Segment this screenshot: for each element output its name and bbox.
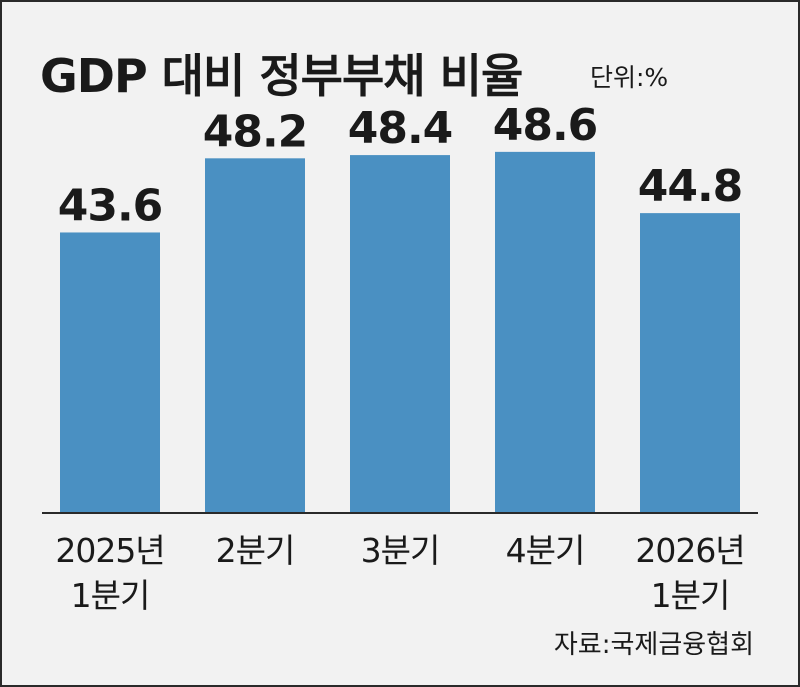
category-label-2: 2분기	[216, 531, 295, 570]
category-label-5: 2026년	[635, 531, 744, 570]
category-label-1: 2025년	[55, 531, 164, 570]
value-label-4: 48.6	[493, 100, 598, 151]
bar-5	[640, 213, 740, 513]
chart-title: GDP 대비 정부부채 비율	[40, 49, 523, 103]
value-label-1: 43.6	[58, 180, 163, 231]
value-label-2: 48.2	[203, 106, 308, 157]
bar-3	[350, 155, 450, 514]
category-label-1-line2: 1분기	[71, 576, 150, 615]
value-label-3: 48.4	[348, 103, 453, 154]
bar-4	[495, 151, 595, 514]
value-label-5: 44.8	[638, 161, 743, 212]
bar-2	[205, 158, 305, 514]
category-label-4: 4분기	[506, 531, 585, 570]
source-note: 자료:국제금융협회	[553, 630, 754, 660]
category-label-5-line2: 1분기	[651, 576, 730, 615]
category-label-3: 3분기	[361, 531, 440, 570]
bar-1	[60, 232, 160, 513]
unit-label: 단위:%	[590, 63, 669, 92]
